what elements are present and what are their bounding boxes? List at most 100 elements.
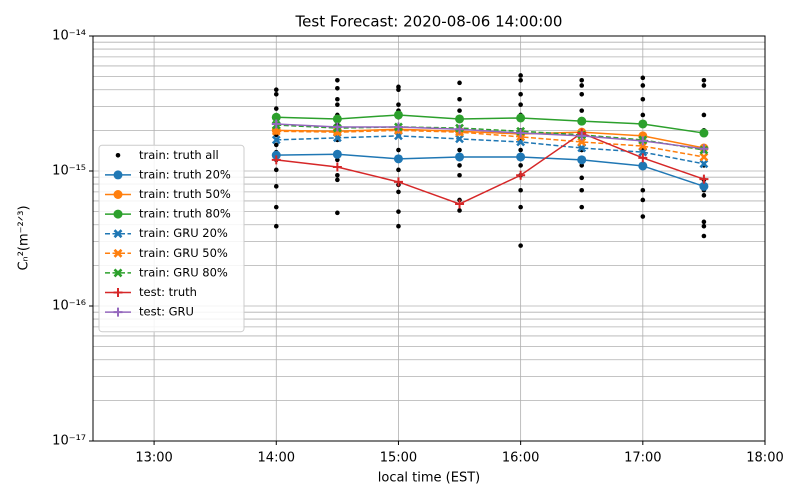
scatter-point	[457, 163, 462, 168]
scatter-point	[457, 108, 462, 113]
scatter-point	[396, 167, 401, 173]
y-tick-label: 10⁻¹⁵	[52, 164, 86, 179]
marker	[638, 153, 648, 163]
marker	[271, 119, 281, 129]
marker	[271, 150, 281, 160]
x-tick-label: 15:00	[380, 451, 417, 466]
marker	[577, 116, 587, 126]
marker	[455, 199, 465, 209]
marker	[699, 152, 709, 162]
marker	[113, 288, 123, 297]
marker	[393, 154, 403, 164]
scatter-point	[457, 208, 462, 213]
marker	[393, 122, 403, 132]
scatter-point	[335, 177, 340, 183]
y-tick-label: 10⁻¹⁴	[52, 29, 86, 44]
legend-label: test: GRU	[139, 305, 194, 319]
scatter-point	[579, 204, 585, 210]
legend-label: train: truth 50%	[139, 187, 231, 201]
scatter-point	[640, 214, 646, 219]
marker	[113, 229, 123, 239]
scatter-point	[335, 96, 340, 102]
marker	[455, 134, 464, 144]
legend-label: train: truth 20%	[139, 167, 231, 181]
marker	[516, 113, 526, 123]
scatter-point	[640, 96, 646, 102]
scatter-point	[335, 157, 340, 163]
x-tick-label: 17:00	[624, 451, 661, 466]
scatter-point	[335, 172, 340, 178]
scatter-point	[273, 167, 279, 173]
marker	[332, 122, 342, 132]
legend-marker	[115, 153, 121, 158]
legend-label: train: truth 80%	[139, 207, 231, 221]
marker	[271, 155, 281, 165]
series-line	[276, 128, 705, 149]
series-line	[276, 124, 705, 151]
scatter-point	[518, 73, 523, 78]
scatter-point	[579, 91, 585, 97]
scatter-point	[335, 102, 340, 107]
scatter-point	[518, 204, 523, 210]
series-line	[276, 129, 705, 158]
series-line	[276, 114, 705, 134]
marker	[516, 128, 526, 138]
marker	[699, 159, 709, 169]
marker	[455, 114, 465, 124]
scatter-point	[273, 184, 279, 189]
scatter-point	[273, 106, 279, 111]
scatter-point	[579, 83, 585, 88]
marker	[455, 124, 465, 134]
marker	[455, 152, 465, 162]
scatter-point	[518, 77, 523, 83]
marker	[113, 209, 123, 219]
marker	[113, 307, 123, 317]
scatter-point	[640, 187, 646, 193]
marker	[332, 149, 342, 159]
scatter-point	[518, 187, 523, 193]
scatter-point	[579, 77, 585, 83]
legend: train: truth all train: truth 20% train: t…	[98, 144, 245, 333]
marker	[516, 152, 526, 162]
legend-label: test: truth	[139, 285, 197, 299]
scatter-point	[396, 147, 401, 153]
legend-label: train: GRU 50%	[139, 246, 228, 260]
scatter-point	[518, 163, 523, 168]
marker	[699, 144, 709, 154]
series-line	[276, 135, 705, 165]
legend-label: train: truth all	[139, 148, 219, 162]
scatter-point	[273, 204, 279, 210]
marker	[577, 131, 587, 141]
scatter-point	[273, 223, 279, 229]
marker	[516, 170, 526, 180]
marker	[577, 155, 587, 165]
marker	[393, 110, 403, 120]
scatter-point	[457, 147, 462, 153]
marker	[638, 136, 648, 146]
chart-title: Test Forecast: 2020-08-06 14:00:00	[295, 13, 563, 31]
marker	[699, 181, 709, 191]
scatter-point	[518, 147, 523, 153]
marker	[332, 114, 342, 124]
scatter-point	[579, 163, 585, 168]
marker	[271, 135, 281, 145]
scatter-point	[701, 77, 707, 83]
scatter-point	[701, 233, 707, 239]
scatter-point	[396, 87, 401, 93]
x-tick-label: 14:00	[258, 451, 295, 466]
series-line	[276, 123, 705, 150]
scatter-point	[579, 175, 585, 181]
x-tick-label: 18:00	[746, 451, 783, 466]
scatter-point	[579, 187, 585, 193]
scatter-point	[457, 96, 462, 102]
marker	[332, 162, 342, 172]
marker	[113, 190, 123, 199]
scatter-point	[640, 197, 646, 203]
marker	[271, 112, 281, 122]
scatter-point	[335, 210, 340, 216]
scatter-point	[273, 87, 279, 93]
scatter-point	[396, 102, 401, 107]
plot-frame	[92, 35, 766, 442]
scatter-point	[396, 223, 401, 229]
scatter-point	[579, 108, 585, 113]
